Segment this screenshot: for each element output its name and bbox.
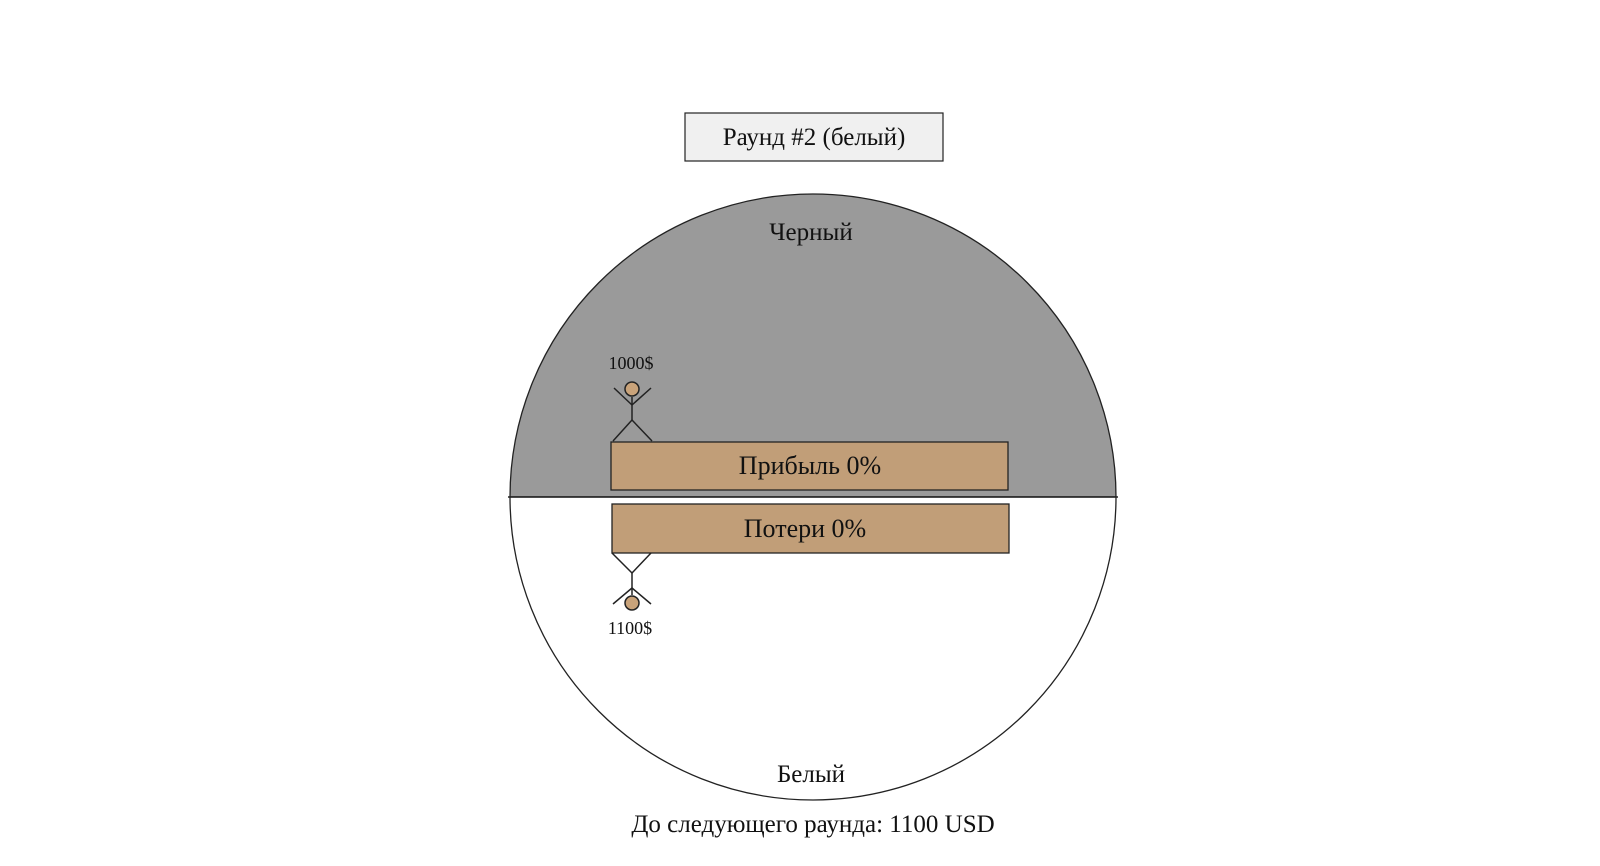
round-title: Раунд #2 (белый) [723, 124, 906, 151]
profit-label: Прибыль 0% [739, 451, 881, 480]
loss-bar: Потери 0% [611, 503, 1010, 554]
black-zone-label: Черный [769, 219, 852, 246]
color-wheel[interactable] [508, 193, 1118, 801]
round-title-box: Раунд #2 (белый) [684, 112, 944, 162]
player-top-figure-icon [612, 381, 653, 442]
loss-label: Потери 0% [744, 514, 866, 543]
loss-bar-rect [611, 503, 1010, 554]
black-zone[interactable] [509, 193, 1117, 498]
player-bottom-money: 1100$ [608, 618, 652, 638]
player-bottom-figure-icon [611, 552, 652, 611]
player-bottom: 1100$ [608, 552, 652, 638]
white-zone[interactable] [509, 496, 1117, 801]
player-top-money: 1000$ [609, 353, 654, 373]
round-title-frame [684, 112, 944, 162]
profit-bar-rect [610, 441, 1009, 491]
next-round-info: До следующего раунда: 1100 USD [631, 811, 994, 838]
white-zone-label: Белый [777, 761, 845, 788]
player-top: 1000$ [609, 353, 654, 442]
profit-bar: Прибыль 0% [610, 441, 1009, 491]
